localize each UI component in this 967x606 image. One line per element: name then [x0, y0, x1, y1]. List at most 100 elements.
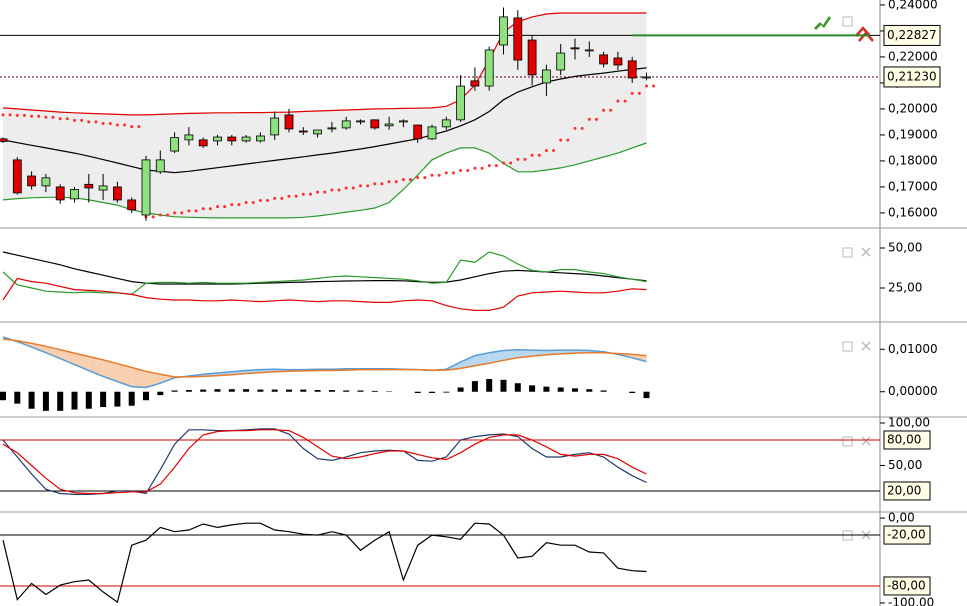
candle-body [627, 60, 637, 79]
candle-body [642, 76, 651, 79]
sar-dot [580, 126, 584, 130]
candle-body [270, 117, 280, 136]
sar-dot [1, 113, 5, 117]
sar-dot [137, 125, 141, 129]
price-box [883, 66, 941, 88]
sar-dot [273, 196, 277, 200]
band-line [2, 142, 647, 219]
sar-dot [509, 161, 513, 165]
sar-dot [566, 138, 570, 142]
y-tick-label: -100,00 [888, 595, 934, 606]
candle-body [298, 130, 308, 133]
histogram-bar [443, 391, 450, 393]
histogram-bar [486, 378, 493, 392]
histogram-bar [300, 389, 307, 392]
sar-dot [337, 188, 341, 192]
sar-dot [44, 115, 48, 119]
histogram-bar [500, 379, 507, 392]
candle-body [313, 129, 323, 135]
candle-body [41, 177, 51, 187]
level-label: -20,00 [887, 528, 926, 542]
histogram-bar [114, 391, 121, 407]
candle-body [213, 136, 222, 142]
candle-body [584, 49, 594, 52]
sar-dot [494, 164, 498, 168]
alert-icon[interactable] [855, 26, 874, 42]
histogram-bar [100, 391, 107, 408]
sar-dot [401, 178, 405, 182]
candle-body [155, 159, 165, 173]
sar-dot [480, 166, 484, 170]
sar-dot [58, 117, 62, 121]
candle-body [255, 135, 265, 142]
y-tick-label: 0,16000 [888, 205, 938, 219]
macd-fill [489, 350, 504, 364]
macd-fill [460, 355, 475, 369]
candle-body [527, 39, 537, 76]
candle-body [70, 189, 79, 200]
restore-button[interactable] [842, 341, 853, 352]
sar-dot [87, 120, 91, 124]
indicator-line [2, 277, 647, 311]
sar-dot [173, 211, 177, 215]
histogram-bar [557, 387, 564, 392]
y-tick-label: 0,19000 [888, 127, 938, 141]
sar-dot [51, 115, 55, 119]
indicator-line [2, 522, 647, 604]
histogram-bar [543, 386, 550, 392]
sar-dot [194, 209, 198, 213]
sar-dot [294, 194, 298, 198]
candle-body [284, 114, 294, 130]
trend-icon[interactable] [814, 16, 831, 30]
histogram-bar [28, 391, 35, 409]
sar-dot [165, 213, 169, 217]
histogram-bar [343, 390, 350, 392]
sar-dot [623, 99, 627, 103]
sar-dot [237, 203, 241, 207]
indicator-line [2, 251, 647, 296]
sar-dot [394, 180, 398, 184]
band-line [2, 67, 647, 174]
macd-fill [474, 352, 490, 366]
sar-dot [216, 205, 219, 209]
sar-dot [416, 176, 420, 180]
candle-body [499, 16, 508, 46]
sar-dot [573, 126, 577, 130]
close-button[interactable] [861, 341, 871, 351]
histogram-bar [14, 391, 21, 404]
sar-dot [451, 171, 455, 175]
sar-dot [637, 91, 641, 95]
candle-body [427, 126, 437, 140]
sar-dot [108, 121, 112, 125]
candle-body [456, 85, 466, 121]
candle-body [84, 183, 94, 189]
sar-dot [316, 190, 320, 194]
sar-dot [587, 117, 591, 121]
y-tick-label: 0,00000 [888, 384, 938, 398]
histogram-bar [600, 390, 607, 392]
sar-dot [351, 186, 355, 190]
close-button[interactable] [861, 247, 871, 257]
candle-body [356, 120, 365, 123]
histogram-bar [529, 385, 536, 392]
histogram-bar [314, 390, 321, 392]
histogram-bar [572, 388, 578, 392]
level-box [883, 481, 931, 501]
sar-dot [201, 207, 205, 211]
histogram-bar [586, 389, 593, 392]
sar-dot [94, 120, 98, 124]
macd-fill [503, 349, 518, 361]
sar-dot [537, 153, 541, 157]
histogram-bar [85, 391, 92, 409]
restore-button[interactable] [842, 247, 853, 258]
indicator-line [2, 428, 647, 495]
sar-dot [308, 192, 312, 196]
restore-button[interactable] [842, 16, 853, 27]
sar-dot [287, 194, 291, 198]
histogram-bar [271, 389, 278, 392]
sar-dot [609, 108, 613, 112]
restore-button[interactable] [842, 436, 853, 447]
close-button[interactable] [861, 436, 871, 446]
sar-dot [151, 215, 155, 219]
sar-dot [559, 138, 563, 142]
